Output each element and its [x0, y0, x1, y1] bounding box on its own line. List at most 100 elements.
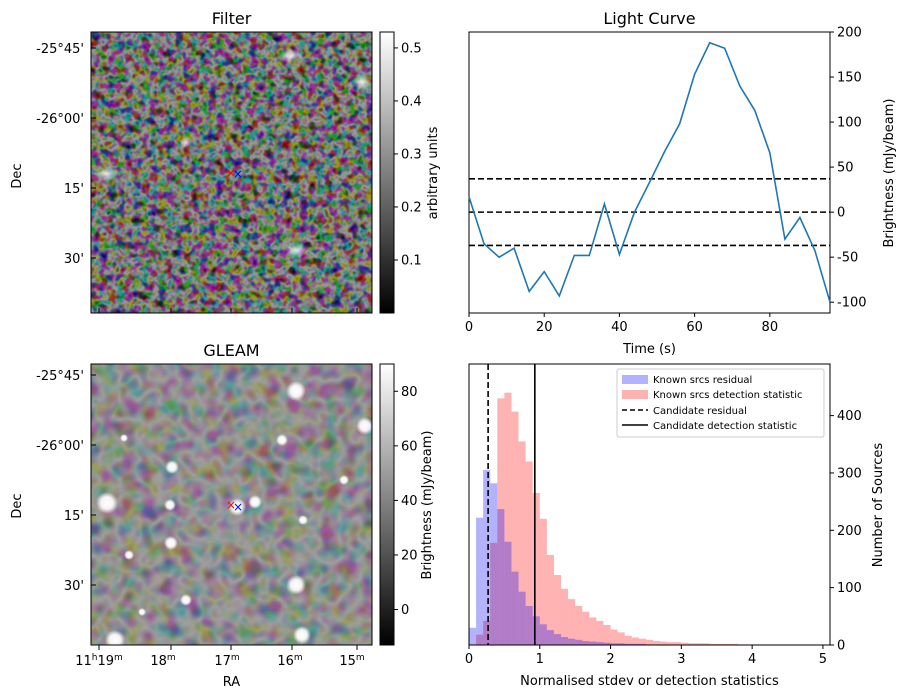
histogram-bar-detection	[490, 542, 498, 645]
gleam-colorbar-tick-label: 40	[401, 494, 418, 509]
histogram-bar-detection	[483, 620, 491, 645]
gleam-panel: GLEAM	[10, 341, 435, 690]
histogram-bar-detection	[511, 411, 519, 645]
filter-colorbar-tick-label: 0.1	[401, 253, 422, 268]
histogram-x-tick-label: 3	[677, 652, 685, 667]
histogram-x-tick-label: 2	[606, 652, 614, 667]
light-curve-x-tick-label: 20	[536, 320, 553, 335]
histogram-bar-residual	[518, 591, 526, 645]
filter-dec-tick-1: -25°45'	[36, 42, 84, 57]
histogram-bar-detection	[589, 617, 597, 645]
filter-colorbar-tick-label: 0.5	[401, 41, 422, 56]
histogram-y-tick-label: 200	[837, 524, 862, 539]
blue-cross-marker: ×	[233, 500, 243, 514]
histogram-bar-detection	[504, 392, 512, 645]
histogram-bar-residual	[532, 616, 540, 645]
histogram-bar-residual	[568, 638, 576, 645]
histogram-x-tick-label: 5	[819, 652, 827, 667]
filter-panel: Filter × × -25°45' -26°00' 15' 30' Dec	[10, 9, 441, 314]
histogram-x-tick-label: 0	[465, 652, 473, 667]
light-curve-title: Light Curve	[603, 9, 695, 28]
gleam-xlabel: RA	[223, 675, 241, 690]
histogram-bar-detection	[546, 554, 554, 645]
histogram-bar-detection	[730, 643, 738, 645]
gleam-colorbar: 0 20 40 60 80 Brightness (mJy/beam)	[379, 363, 435, 646]
light-curve-x-tick-label: 60	[686, 320, 703, 335]
filter-ylabel: Dec	[10, 163, 25, 188]
gleam-dec-tick-1: -25°45'	[36, 369, 84, 384]
histogram-bar-residual	[631, 643, 639, 645]
light-curve-ylabel: Brightness (mJy/beam)	[882, 99, 897, 248]
histogram-bar-detection	[617, 632, 625, 645]
gleam-dec-axis: -25°45' -26°00' 15' 30'	[36, 369, 84, 594]
filter-image	[91, 32, 372, 313]
histogram-bar-detection	[638, 638, 646, 645]
histogram-bar-residual	[582, 640, 590, 645]
histogram-bar-residual	[596, 642, 604, 645]
light-curve-y-tick-label: 100	[837, 116, 862, 131]
histogram-bar-detection	[568, 599, 576, 645]
filter-bright-spots	[94, 49, 372, 258]
ra-tick-3: 17m	[214, 653, 239, 669]
filter-ticks	[91, 47, 358, 313]
histogram-bar-detection	[645, 639, 654, 645]
filter-dec-tick-2: -26°00'	[36, 112, 84, 127]
histogram-bar-detection	[723, 643, 731, 645]
filter-dec-tick-4: 30'	[64, 252, 84, 267]
histogram-bar-detection	[553, 575, 562, 645]
histogram-bar-residual	[490, 483, 498, 645]
gleam-colorbar-label: Brightness (mJy/beam)	[420, 431, 435, 580]
histogram-legend: Known srcs residual Known srcs detection…	[616, 368, 825, 438]
histogram-bar-residual	[617, 643, 625, 645]
histogram-bar-detection	[532, 493, 540, 645]
histogram-bar-residual	[525, 606, 533, 645]
histogram-bar-residual	[469, 627, 477, 645]
filter-dec-axis: -25°45' -26°00' 15' 30'	[36, 42, 84, 267]
light-curve-y-tick-label: 150	[837, 71, 862, 86]
histogram-bar-detection	[539, 518, 547, 645]
histogram-x-tick-label: 1	[536, 652, 544, 667]
histogram-y-tick-label: 400	[837, 409, 862, 424]
histogram-bar-detection	[518, 441, 526, 645]
histogram-bar-detection	[582, 611, 590, 645]
legend-swatch-residual	[622, 375, 648, 384]
histogram-bar-detection	[476, 634, 484, 645]
histogram-bar-residual	[553, 634, 562, 645]
ra-tick-1: 11h19m	[75, 653, 123, 669]
red-cross-marker: ×	[226, 498, 236, 512]
light-curve-x-tick-label: 40	[611, 320, 628, 335]
histogram-bar-residual	[546, 630, 554, 645]
legend-label-candidate-detection: Candidate detection statistic	[653, 421, 797, 432]
histogram-bar-detection	[575, 606, 583, 645]
gleam-colorbar-tick-label: 0	[401, 603, 409, 618]
light-curve-y-tick-label: 50	[837, 161, 854, 176]
histogram-bar-detection	[603, 624, 611, 645]
histogram-bar-detection	[631, 637, 639, 645]
filter-markers: × ×	[226, 166, 243, 181]
histogram-bar-detection	[497, 398, 505, 645]
gleam-dec-tick-4: 30'	[64, 579, 84, 594]
ra-tick-4: 16m	[277, 653, 302, 669]
light-curve-y-tick-label: 200	[837, 26, 862, 41]
histogram-bar-residual	[638, 643, 646, 645]
histogram-bar-residual	[575, 639, 583, 645]
histogram-y-tick-label: 100	[837, 581, 862, 596]
histogram-bar-residual	[483, 470, 491, 645]
gleam-ticks	[91, 374, 358, 650]
histogram-bar-detection	[688, 643, 696, 645]
legend-label-residual: Known srcs residual	[653, 375, 752, 386]
histogram-bar-detection	[674, 642, 682, 645]
histogram-bar-residual	[603, 642, 611, 645]
filter-colorbar: 0.1 0.2 0.3 0.4 0.5 arbitrary units	[379, 31, 441, 314]
histogram-bar-detection	[624, 635, 632, 645]
histogram-xlabel: Normalised stdev or detection statistics	[520, 674, 779, 689]
histogram-bar-residual	[589, 641, 597, 645]
filter-colorbar-label: arbitrary units	[426, 126, 441, 219]
gleam-dec-tick-3: 15'	[64, 509, 84, 524]
histogram-y-tick-label: 300	[837, 466, 862, 481]
gleam-colorbar-tick-label: 60	[401, 439, 418, 454]
histogram-panel: 0 1 2 3 4 5 0 100 200 300 400 Normalised stdev or…	[465, 363, 886, 689]
histogram-bar-detection	[610, 629, 618, 645]
legend-label-candidate-residual: Candidate residual	[653, 406, 747, 417]
